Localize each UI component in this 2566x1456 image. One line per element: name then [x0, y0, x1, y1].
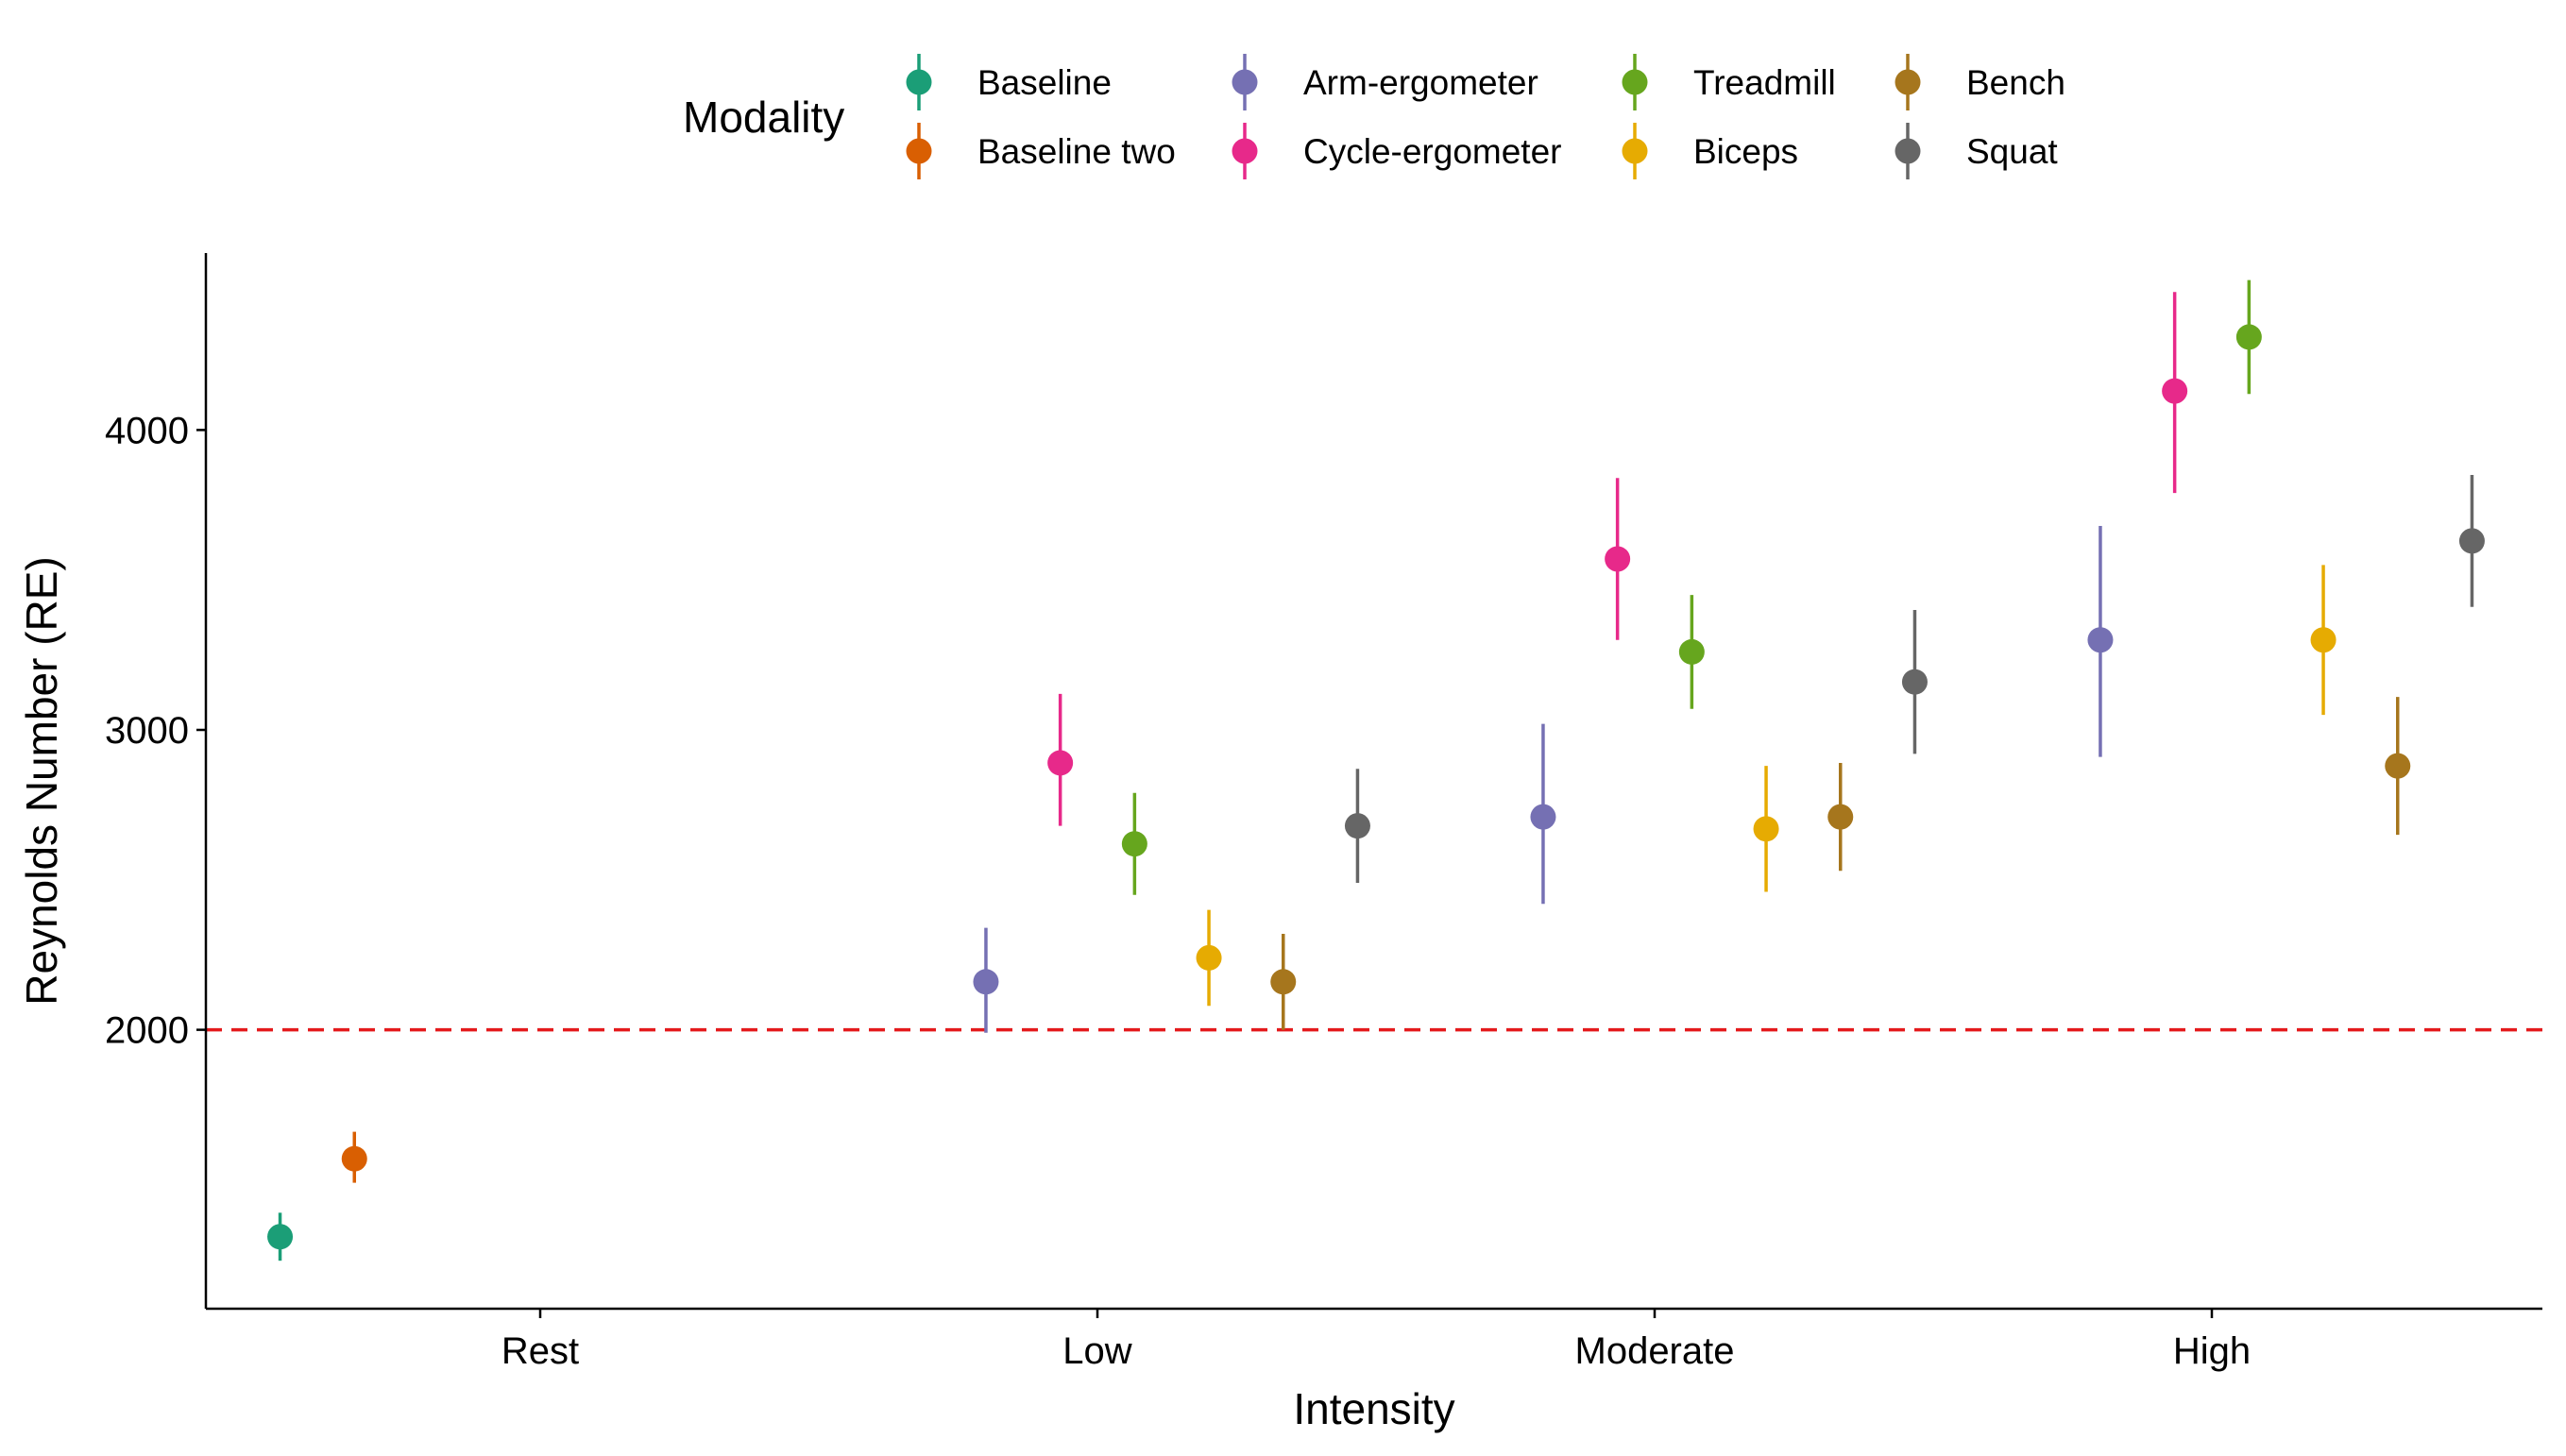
- legend-key-point-baseline: [906, 69, 932, 95]
- point-cycle-ergometer-moderate: [1605, 546, 1631, 572]
- legend-key-point-cycle-ergometer: [1232, 138, 1258, 164]
- x-tick-label: Moderate: [1575, 1330, 1735, 1372]
- point-biceps-low: [1196, 944, 1222, 971]
- point-bench-high: [2385, 753, 2411, 779]
- legend-label-squat: Squat: [1966, 132, 2058, 171]
- point-treadmill-high: [2235, 324, 2262, 350]
- point-cycle-ergometer-high: [2162, 378, 2188, 404]
- legend-label-cycle-ergometer: Cycle-ergometer: [1303, 132, 1561, 171]
- x-axis-title: Intensity: [1293, 1384, 1454, 1433]
- point-baseline-rest: [267, 1224, 294, 1250]
- point-squat-moderate: [1901, 669, 1928, 695]
- legend-key-point-treadmill: [1622, 69, 1648, 95]
- x-tick-label: Low: [1062, 1330, 1131, 1372]
- legend-key-point-baseline-two: [906, 138, 932, 164]
- legend-label-arm-ergometer: Arm-ergometer: [1303, 63, 1538, 102]
- legend-label-biceps: Biceps: [1693, 132, 1798, 171]
- legend-title: Modality: [683, 93, 844, 142]
- point-arm-ergometer-low: [973, 969, 999, 995]
- legend-key-point-bench: [1895, 69, 1921, 95]
- point-squat-high: [2458, 528, 2485, 554]
- point-arm-ergometer-high: [2087, 627, 2114, 653]
- point-treadmill-low: [1121, 831, 1147, 857]
- y-tick-label: 3000: [105, 710, 189, 752]
- point-bench-low: [1270, 969, 1297, 995]
- point-arm-ergometer-moderate: [1530, 804, 1556, 830]
- y-axis-title: Reynolds Number (RE): [17, 556, 66, 1005]
- y-tick-label: 4000: [105, 410, 189, 451]
- x-tick-label: Rest: [501, 1330, 579, 1372]
- point-cycle-ergometer-low: [1047, 750, 1074, 776]
- legend-key-point-biceps: [1622, 138, 1648, 164]
- point-treadmill-moderate: [1678, 638, 1705, 665]
- legend-key-point-arm-ergometer: [1232, 69, 1258, 95]
- point-biceps-moderate: [1753, 816, 1779, 842]
- point-bench-moderate: [1827, 804, 1854, 830]
- point-squat-low: [1344, 813, 1370, 839]
- legend-label-baseline-two: Baseline two: [977, 132, 1176, 171]
- legend-label-baseline: Baseline: [977, 63, 1112, 102]
- x-tick-label: High: [2173, 1330, 2251, 1372]
- legend-label-bench: Bench: [1966, 63, 2065, 102]
- y-tick-label: 2000: [105, 1010, 189, 1052]
- point-biceps-high: [2310, 627, 2337, 653]
- point-baseline-two-rest: [341, 1145, 367, 1172]
- legend-label-treadmill: Treadmill: [1693, 63, 1836, 102]
- legend-key-point-squat: [1895, 138, 1921, 164]
